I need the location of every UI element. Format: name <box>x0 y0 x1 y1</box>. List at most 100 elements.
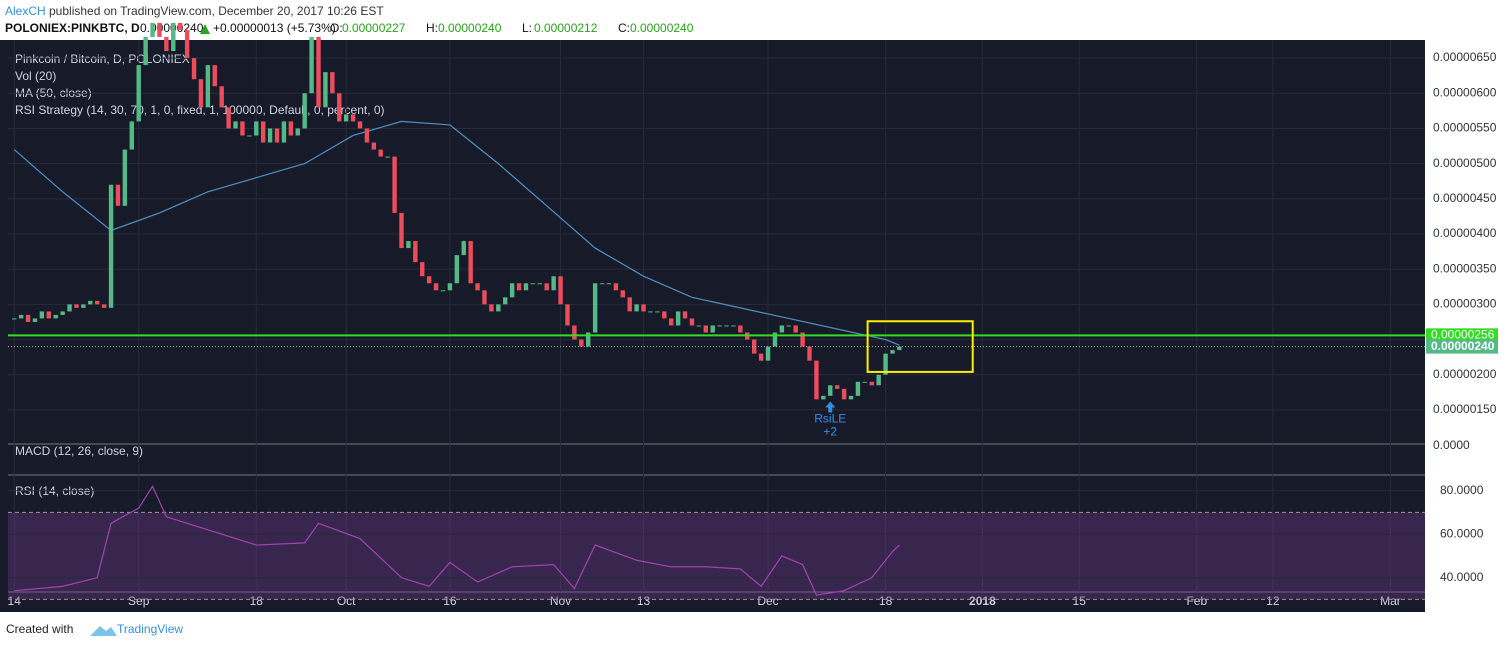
candle <box>25 314 31 322</box>
candle <box>157 22 162 37</box>
candle <box>281 121 287 143</box>
signal-sublabel: +2 <box>823 425 837 439</box>
x-tick-label: Dec <box>757 594 778 608</box>
candle <box>682 311 688 319</box>
rsi-tick-label: 60.0000 <box>1440 526 1484 540</box>
candle <box>129 121 134 150</box>
candle <box>717 325 722 327</box>
indicator: Vol (20) <box>15 69 56 83</box>
published: published on TradingView.com, December 2… <box>49 4 384 18</box>
candle <box>738 325 743 333</box>
candle <box>274 128 280 143</box>
y-tick-label: 0.00000500 <box>1433 156 1497 170</box>
y-tick-label: 0.00000200 <box>1433 367 1497 381</box>
y-tick-label: 0.00000450 <box>1433 191 1497 205</box>
candle <box>779 325 785 333</box>
x-tick-label: Feb <box>1186 594 1207 608</box>
change: +0.00000013 (+5.73%) <box>213 21 336 35</box>
candle <box>357 121 363 129</box>
x-tick-label: 2018 <box>969 594 996 608</box>
candle <box>883 353 888 375</box>
chart-title: Pinkcoin / Bitcoin, D, POLONIEX <box>15 52 190 66</box>
candle <box>330 72 335 94</box>
candle <box>641 304 646 312</box>
candle <box>579 339 584 347</box>
ma-line <box>13 120 900 346</box>
candle <box>572 325 577 340</box>
candle <box>413 241 418 263</box>
candle <box>876 374 881 386</box>
hline-label: 0.00000256 <box>1431 328 1495 342</box>
candle <box>95 300 100 305</box>
candle <box>558 276 563 305</box>
candle <box>136 65 141 122</box>
annotation-box <box>866 320 974 373</box>
author[interactable]: AlexCH <box>5 4 46 18</box>
candle <box>122 149 128 206</box>
candle <box>74 304 79 308</box>
candle <box>544 283 549 291</box>
candle <box>523 283 529 291</box>
candle <box>219 86 224 108</box>
x-tick-label: Nov <box>550 594 571 608</box>
candle <box>793 325 798 333</box>
candle <box>537 283 543 285</box>
ohlc-value: 0.00000240 <box>438 21 502 35</box>
y-tick-label: 0.00000550 <box>1433 121 1497 135</box>
brand[interactable]: TradingView <box>117 622 183 636</box>
candle <box>731 325 736 327</box>
candle <box>821 395 826 400</box>
y-tick-label: 0.00000650 <box>1433 50 1497 64</box>
candle <box>648 311 653 313</box>
candle <box>191 58 197 80</box>
candle <box>350 114 356 122</box>
ohlc-key: C: <box>618 21 630 35</box>
candle <box>696 325 702 327</box>
candle <box>447 283 453 291</box>
candle <box>426 276 432 284</box>
candle <box>669 318 674 326</box>
x-tick-label: Mar <box>1380 594 1401 608</box>
candle <box>385 156 390 158</box>
candle <box>18 314 24 319</box>
candle <box>869 381 874 386</box>
macd-title: MACD (12, 26, close, 9) <box>15 444 143 458</box>
candle <box>32 318 38 322</box>
candle <box>655 311 660 313</box>
candle <box>39 311 45 319</box>
candle <box>848 395 854 400</box>
candle <box>67 304 72 312</box>
candle <box>323 72 328 108</box>
candle <box>247 135 252 137</box>
candle <box>503 297 508 305</box>
x-tick-label: 12 <box>1266 594 1280 608</box>
candle <box>88 300 93 305</box>
candle <box>703 325 708 333</box>
candle <box>177 22 183 30</box>
ohlc-key: O: <box>330 21 343 35</box>
indicator: RSI Strategy (14, 30, 70, 1, 0, fixed, 1… <box>15 103 385 117</box>
x-tick-label: 15 <box>1073 594 1087 608</box>
ohlc-value: 0.00000240 <box>630 21 694 35</box>
candle <box>890 350 895 354</box>
x-tick-label: 16 <box>443 594 457 608</box>
candle <box>60 311 65 315</box>
candle <box>240 121 245 136</box>
candle <box>302 93 307 129</box>
candle <box>834 385 840 389</box>
chart-bg <box>0 40 1504 612</box>
candle <box>267 128 273 143</box>
x-tick-label: 18 <box>879 594 893 608</box>
candle <box>634 304 639 312</box>
candle <box>371 142 377 150</box>
candle <box>46 311 52 319</box>
volume-axis-label: 0.0000 <box>1433 438 1470 452</box>
candle <box>807 346 812 361</box>
candle <box>758 353 764 361</box>
ohlc-key: L: <box>522 21 532 35</box>
candle <box>786 325 791 327</box>
x-tick-label: Oct <box>337 594 356 608</box>
x-tick-label: 13 <box>637 594 651 608</box>
candle <box>613 283 619 291</box>
